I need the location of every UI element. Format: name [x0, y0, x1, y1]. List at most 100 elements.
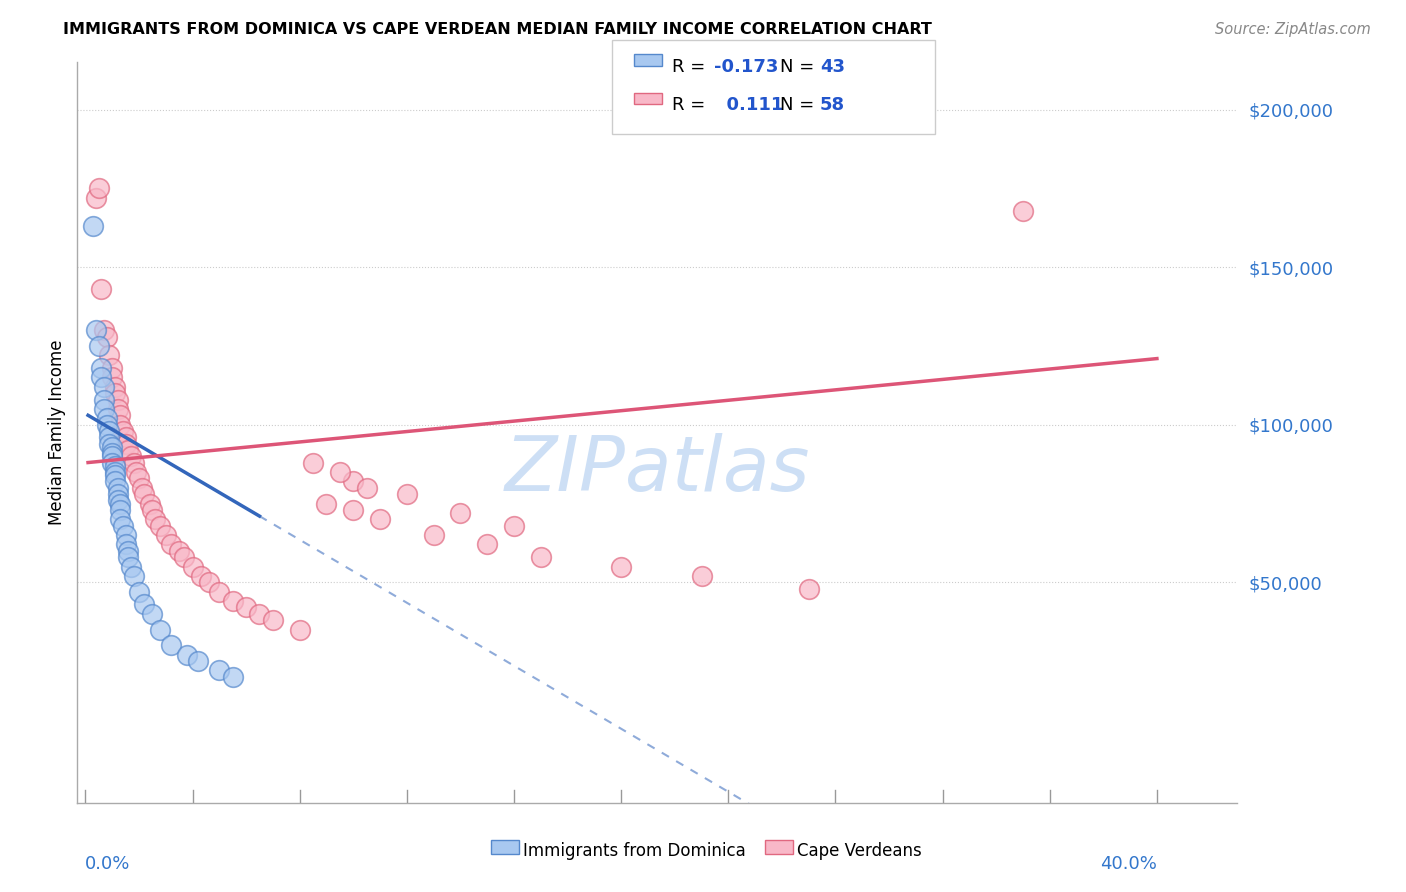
Point [141, 503, 163, 517]
Point [101, 446, 124, 460]
Point [87, 181, 110, 195]
Point [138, 496, 160, 510]
Point [93, 392, 115, 407]
Point [1012, 203, 1035, 218]
Point [368, 512, 391, 526]
Text: Cape Verdeans: Cape Verdeans [797, 842, 922, 860]
Point [125, 465, 148, 479]
Point [117, 442, 139, 457]
Point [96, 411, 118, 425]
Point [131, 481, 153, 495]
Point [449, 506, 471, 520]
Point [797, 582, 820, 596]
Point [149, 623, 172, 637]
Point [187, 654, 209, 668]
Point [302, 456, 325, 470]
Point [128, 584, 150, 599]
Point [208, 664, 231, 678]
Point [108, 512, 131, 526]
Point [87, 339, 110, 353]
Point [98, 436, 121, 450]
Point [107, 392, 129, 407]
Point [176, 648, 198, 662]
Point [84, 323, 107, 337]
Point [134, 597, 156, 611]
Point [104, 386, 127, 401]
Point [503, 518, 526, 533]
Point [104, 380, 127, 394]
Point [315, 496, 337, 510]
Text: 40.0%: 40.0% [1099, 855, 1157, 872]
Text: -0.173: -0.173 [714, 58, 779, 76]
Text: IMMIGRANTS FROM DOMINICA VS CAPE VERDEAN MEDIAN FAMILY INCOME CORRELATION CHART: IMMIGRANTS FROM DOMINICA VS CAPE VERDEAN… [63, 22, 932, 37]
Point [117, 543, 139, 558]
Point [101, 370, 124, 384]
Point [101, 449, 124, 463]
Point [96, 417, 118, 432]
Point [288, 623, 311, 637]
Point [329, 465, 352, 479]
Point [111, 424, 134, 438]
Point [160, 537, 183, 551]
Point [342, 475, 364, 489]
Point [356, 481, 378, 495]
Point [122, 456, 145, 470]
Point [104, 475, 127, 489]
Point [181, 559, 204, 574]
Point [143, 512, 166, 526]
Point [104, 468, 127, 483]
Point [107, 481, 129, 495]
Point [235, 600, 257, 615]
Point [108, 409, 131, 423]
Text: N =: N = [780, 58, 820, 76]
Point [101, 440, 124, 454]
Point [134, 487, 156, 501]
Point [173, 550, 195, 565]
Point [114, 528, 136, 542]
Point [117, 550, 139, 565]
Y-axis label: Median Family Income: Median Family Income [48, 340, 66, 525]
Point [222, 594, 245, 608]
Point [149, 518, 172, 533]
Point [610, 559, 633, 574]
Point [167, 543, 190, 558]
Point [93, 402, 115, 417]
Point [98, 348, 121, 362]
Text: 58: 58 [820, 96, 845, 114]
Point [82, 219, 104, 234]
Point [108, 496, 131, 510]
Point [477, 537, 499, 551]
Point [98, 430, 121, 444]
Point [90, 361, 112, 376]
Point [530, 550, 553, 565]
Point [108, 503, 131, 517]
Point [107, 487, 129, 501]
Point [128, 471, 150, 485]
Text: R =: R = [672, 58, 711, 76]
Point [122, 569, 145, 583]
Point [262, 613, 284, 627]
Point [141, 607, 163, 621]
Point [96, 329, 118, 343]
Point [160, 638, 183, 652]
Point [114, 537, 136, 551]
Point [104, 465, 127, 479]
Text: 0.111: 0.111 [714, 96, 783, 114]
Point [208, 584, 231, 599]
Point [93, 380, 115, 394]
Point [120, 449, 142, 463]
Point [190, 569, 212, 583]
Point [155, 528, 177, 542]
Point [249, 607, 271, 621]
Point [107, 493, 129, 508]
Point [114, 430, 136, 444]
Point [101, 456, 124, 470]
Point [222, 670, 245, 684]
Text: R =: R = [672, 96, 711, 114]
Text: ZIPatlas: ZIPatlas [505, 433, 810, 507]
Point [107, 402, 129, 417]
Point [111, 518, 134, 533]
Point [422, 528, 444, 542]
Point [690, 569, 713, 583]
Text: 0.0%: 0.0% [86, 855, 131, 872]
